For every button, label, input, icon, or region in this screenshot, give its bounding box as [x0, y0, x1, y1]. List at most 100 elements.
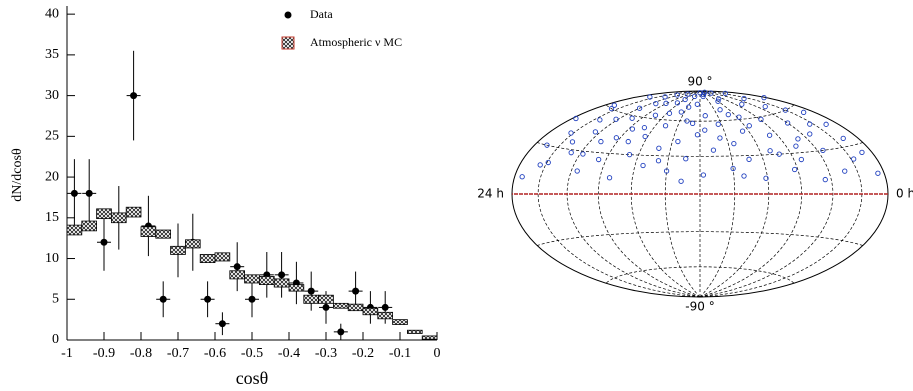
event	[674, 92, 680, 98]
event	[569, 139, 576, 145]
event	[655, 158, 662, 164]
event	[758, 116, 764, 123]
x-tick-label: 24 h	[477, 187, 504, 201]
data-point	[322, 303, 330, 311]
legend-label: Atmospheric ν MC	[310, 35, 402, 49]
event	[798, 156, 805, 163]
event	[608, 105, 615, 112]
event	[746, 123, 752, 129]
event	[767, 148, 773, 154]
mc-box	[125, 206, 142, 218]
mc-box	[214, 252, 231, 262]
y-tick-label: 0	[52, 332, 59, 347]
event	[674, 100, 681, 106]
mc-box	[347, 303, 364, 312]
mc-box	[392, 319, 408, 325]
mc-box	[332, 302, 349, 309]
x-tick-label: -0.9	[93, 346, 115, 361]
event	[761, 94, 767, 101]
event	[595, 156, 602, 163]
event	[666, 110, 673, 116]
event	[597, 117, 603, 123]
y-axis-label: dN/dcosθ	[10, 148, 25, 202]
x-tick-label: -0.1	[389, 346, 411, 361]
data-point	[307, 287, 315, 295]
y-tick-label: 20	[45, 169, 59, 184]
data-point	[70, 189, 78, 197]
event	[746, 156, 752, 162]
event	[647, 94, 653, 100]
x-tick-label: -0.8	[130, 346, 152, 361]
event	[763, 175, 769, 181]
parallel	[605, 104, 795, 122]
parallel	[537, 231, 863, 246]
event	[574, 168, 580, 174]
event	[692, 93, 698, 99]
event	[678, 109, 684, 115]
event	[823, 121, 829, 127]
data-point	[337, 328, 345, 336]
y-tick-label: -90 °	[685, 300, 714, 314]
x-tick-label: -0.7	[167, 346, 189, 361]
event	[568, 150, 574, 156]
event	[656, 145, 662, 151]
event	[710, 147, 717, 153]
event	[611, 102, 617, 108]
event	[722, 90, 728, 97]
event	[820, 147, 826, 154]
mc-box	[362, 307, 379, 316]
mc-box	[318, 294, 334, 304]
event	[686, 104, 692, 110]
event	[694, 101, 700, 107]
mc-box	[96, 208, 112, 220]
parallel	[537, 142, 863, 157]
y-tick-label: 40	[45, 6, 59, 21]
meridian	[537, 90, 701, 298]
mc-box	[377, 311, 393, 320]
legend-label: Data	[310, 7, 333, 21]
event	[859, 149, 865, 156]
mc-box	[155, 229, 172, 239]
event	[715, 121, 721, 127]
event	[739, 128, 746, 134]
event	[636, 105, 643, 111]
x-tick-label: -0.2	[352, 346, 374, 361]
data-point	[352, 287, 360, 295]
event	[682, 96, 688, 103]
data-point	[130, 92, 138, 100]
event	[544, 142, 550, 148]
event	[731, 140, 737, 147]
event	[640, 162, 646, 169]
event	[653, 100, 659, 107]
x-tick-label: -0.5	[241, 346, 263, 361]
mc-box	[199, 254, 216, 264]
event	[675, 138, 681, 145]
event	[795, 136, 801, 142]
event	[800, 109, 807, 115]
legend-swatch	[281, 36, 295, 50]
event	[875, 170, 881, 176]
mc-box	[244, 274, 260, 284]
data-point	[218, 320, 226, 328]
event	[708, 90, 714, 96]
event	[736, 114, 742, 120]
data-point	[248, 295, 256, 303]
x-tick-label: -0.6	[204, 346, 226, 361]
event	[717, 107, 723, 113]
mc-box	[273, 278, 290, 288]
mc-box	[81, 220, 98, 232]
event	[792, 166, 798, 173]
x-tick-label: -0.4	[278, 346, 300, 361]
event	[573, 115, 579, 122]
event	[766, 132, 773, 138]
event	[683, 156, 689, 162]
event	[762, 104, 768, 110]
data-point	[85, 189, 93, 197]
legend-swatch	[284, 11, 292, 19]
x-axis-label: cosθ	[236, 368, 269, 388]
event	[678, 178, 684, 184]
event	[641, 125, 648, 131]
data-point	[278, 271, 286, 279]
event	[702, 127, 708, 133]
